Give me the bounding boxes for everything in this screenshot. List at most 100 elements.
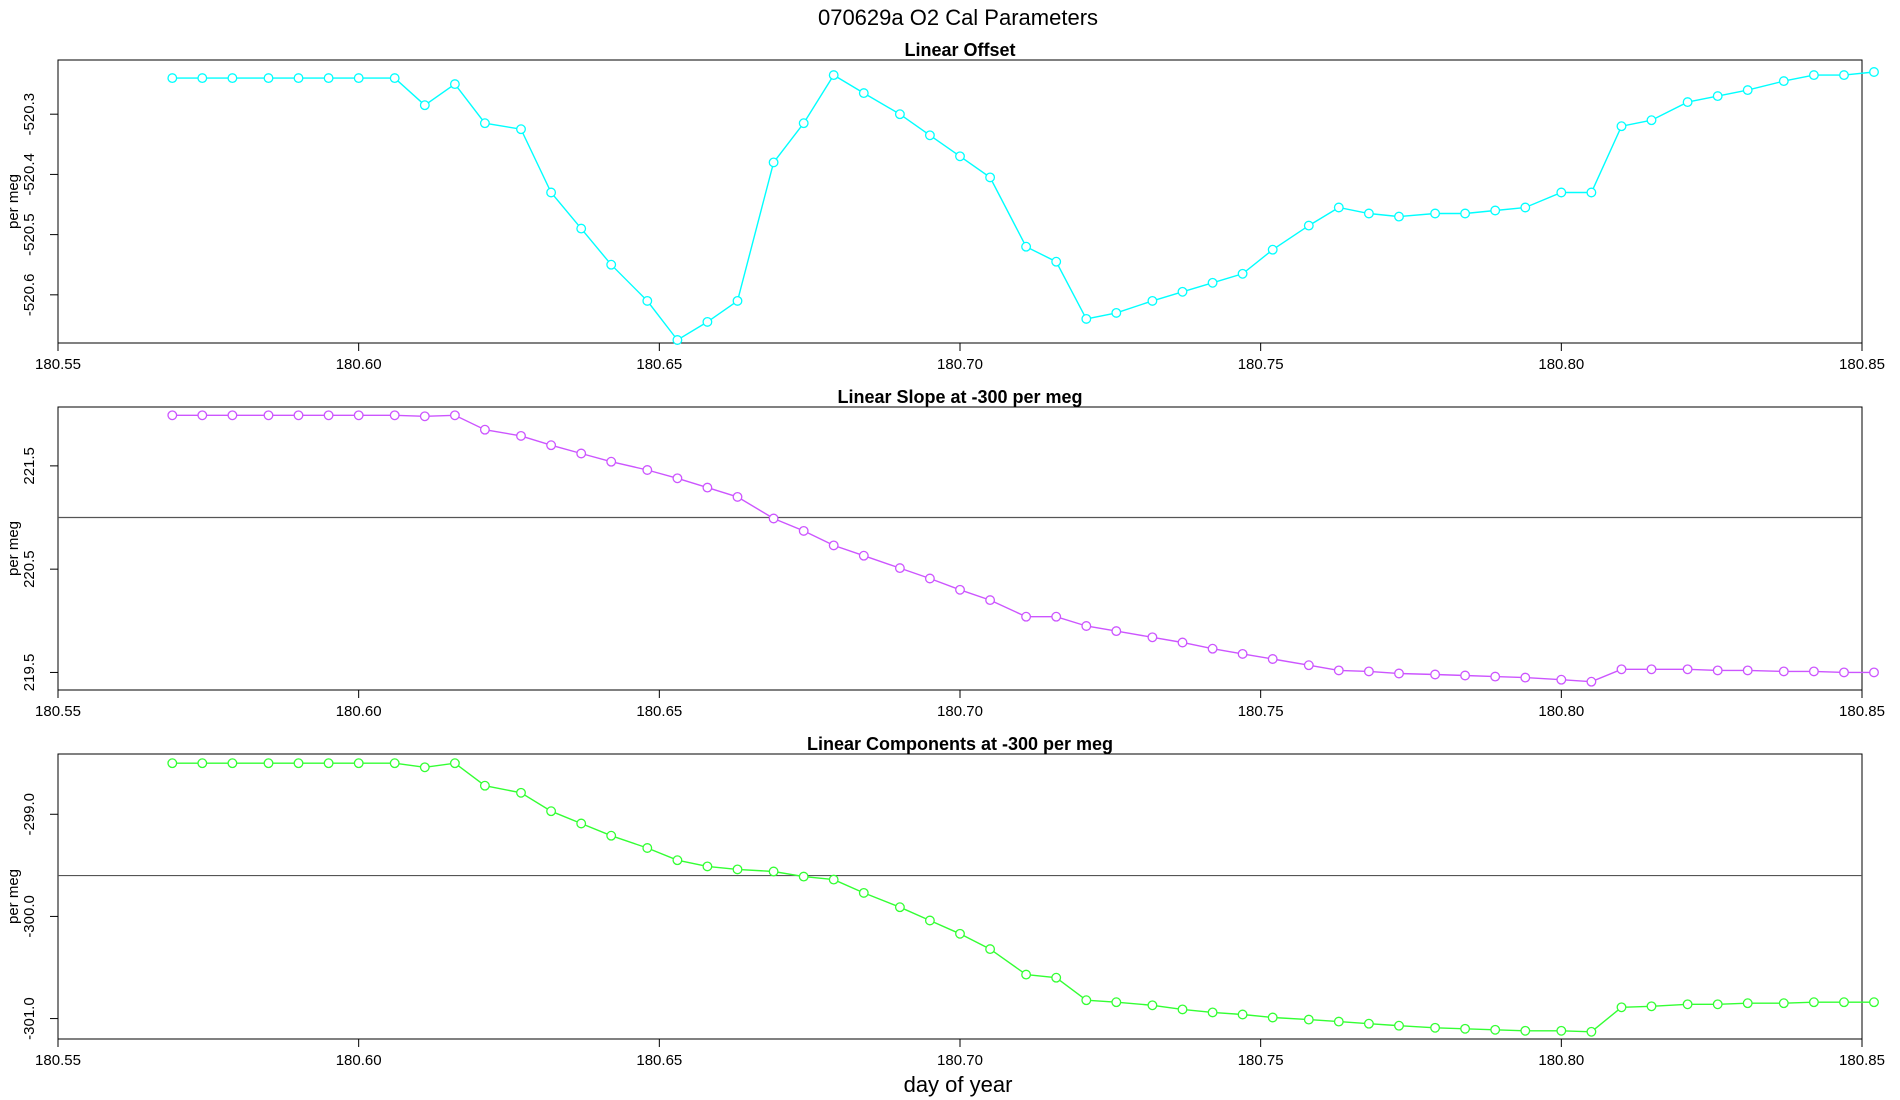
x-tick-label: 180.85 bbox=[1839, 1052, 1885, 1069]
data-point bbox=[389, 410, 400, 421]
data-point bbox=[1682, 97, 1693, 108]
data-point bbox=[924, 915, 935, 926]
data-point bbox=[606, 830, 617, 841]
data-point bbox=[768, 157, 779, 168]
data-point bbox=[1520, 202, 1531, 213]
data-point bbox=[293, 758, 304, 769]
data-point bbox=[479, 118, 490, 129]
panels: Linear Offset 180.55 180.60 180.65 180.70 180… bbox=[5, 40, 1885, 1069]
data-point bbox=[1394, 1020, 1404, 1031]
data-point bbox=[828, 874, 839, 885]
chart-panel-2: Linear Slope at -300 per meg 180.55 180.60… bbox=[5, 387, 1885, 720]
data-point bbox=[642, 295, 653, 306]
data-point bbox=[167, 758, 178, 769]
panel-title: Linear Components at -300 per meg bbox=[807, 734, 1113, 754]
data-point bbox=[1778, 76, 1789, 87]
data-point bbox=[642, 465, 653, 475]
x-axis-label: day of year bbox=[904, 1072, 1013, 1097]
data-point bbox=[1267, 654, 1278, 664]
data-point bbox=[1081, 995, 1092, 1006]
data-point bbox=[227, 758, 238, 769]
data-point bbox=[546, 806, 557, 817]
data-point bbox=[1646, 115, 1657, 126]
data-point bbox=[227, 73, 238, 84]
data-point bbox=[389, 758, 400, 769]
data-point bbox=[1081, 313, 1092, 324]
data-point bbox=[1869, 997, 1879, 1008]
data-point bbox=[1303, 660, 1314, 671]
data-point bbox=[353, 758, 364, 769]
data-point bbox=[1460, 670, 1471, 681]
chart-panel-1: Linear Offset 180.55 180.60 180.65 180.70 180… bbox=[5, 40, 1885, 373]
data-point bbox=[1207, 643, 1218, 654]
data-point bbox=[323, 73, 334, 84]
data-point bbox=[1021, 241, 1032, 252]
data-point bbox=[1051, 972, 1062, 983]
data-point bbox=[1712, 999, 1723, 1010]
data-point bbox=[546, 440, 557, 451]
data-point bbox=[293, 410, 304, 421]
data-point bbox=[1111, 626, 1122, 637]
y-tick-label: -300.0 bbox=[21, 895, 38, 938]
data-point bbox=[1490, 1024, 1501, 1035]
data-point bbox=[479, 780, 490, 791]
x-tick-label: 180.55 bbox=[35, 703, 81, 720]
data-point bbox=[606, 259, 617, 270]
data-point bbox=[323, 410, 334, 421]
data-point bbox=[323, 758, 334, 769]
data-point bbox=[606, 456, 617, 467]
data-point bbox=[1646, 664, 1657, 675]
data-point bbox=[1267, 244, 1278, 255]
data-point bbox=[1586, 187, 1597, 198]
data-point bbox=[576, 448, 587, 459]
data-point bbox=[955, 584, 965, 595]
series-line bbox=[172, 414, 1874, 683]
plot-frame bbox=[57, 59, 1863, 344]
data-point bbox=[1394, 211, 1404, 222]
data-point bbox=[1682, 999, 1693, 1010]
x-tick-label: 180.75 bbox=[1238, 703, 1284, 720]
x-tick-label: 180.80 bbox=[1538, 1052, 1584, 1069]
data-point bbox=[1682, 664, 1693, 675]
data-point bbox=[702, 482, 713, 493]
data-point bbox=[1303, 1014, 1314, 1025]
data-point bbox=[1778, 666, 1789, 677]
y-tick-label: 221.5 bbox=[21, 447, 38, 485]
data-point bbox=[1430, 669, 1441, 680]
data-point bbox=[419, 100, 430, 111]
data-point bbox=[858, 88, 869, 99]
panel-title: Linear Offset bbox=[904, 40, 1015, 60]
data-point bbox=[1021, 611, 1032, 622]
data-point bbox=[1237, 268, 1248, 279]
y-tick-label: 219.5 bbox=[21, 654, 38, 692]
panel-title: Linear Slope at -300 per meg bbox=[837, 387, 1082, 407]
x-tick-label: 180.65 bbox=[636, 1052, 682, 1069]
data-point bbox=[516, 787, 526, 798]
data-point bbox=[702, 861, 713, 872]
data-point bbox=[576, 818, 587, 829]
x-tick-label: 180.65 bbox=[636, 356, 682, 373]
data-point bbox=[798, 871, 809, 882]
data-point bbox=[1586, 676, 1597, 687]
data-point bbox=[1839, 997, 1849, 1008]
x-tick-label: 180.75 bbox=[1238, 1052, 1284, 1069]
data-point bbox=[1520, 672, 1531, 683]
data-point bbox=[449, 758, 460, 769]
data-point bbox=[798, 118, 809, 129]
data-point bbox=[1556, 187, 1567, 198]
x-tick-label: 180.80 bbox=[1538, 703, 1584, 720]
data-point bbox=[449, 410, 460, 421]
data-point bbox=[1520, 1025, 1531, 1036]
data-point bbox=[227, 410, 238, 421]
y-axis-label: per meg bbox=[5, 174, 22, 229]
data-point bbox=[732, 491, 743, 502]
data-point bbox=[672, 473, 683, 484]
y-tick-label: -299.0 bbox=[21, 793, 38, 836]
data-point bbox=[1778, 998, 1789, 1009]
data-point bbox=[1712, 665, 1723, 676]
x-tick-label: 180.55 bbox=[35, 356, 81, 373]
data-point bbox=[985, 172, 996, 183]
series-line bbox=[172, 71, 1875, 341]
data-point bbox=[672, 335, 683, 345]
